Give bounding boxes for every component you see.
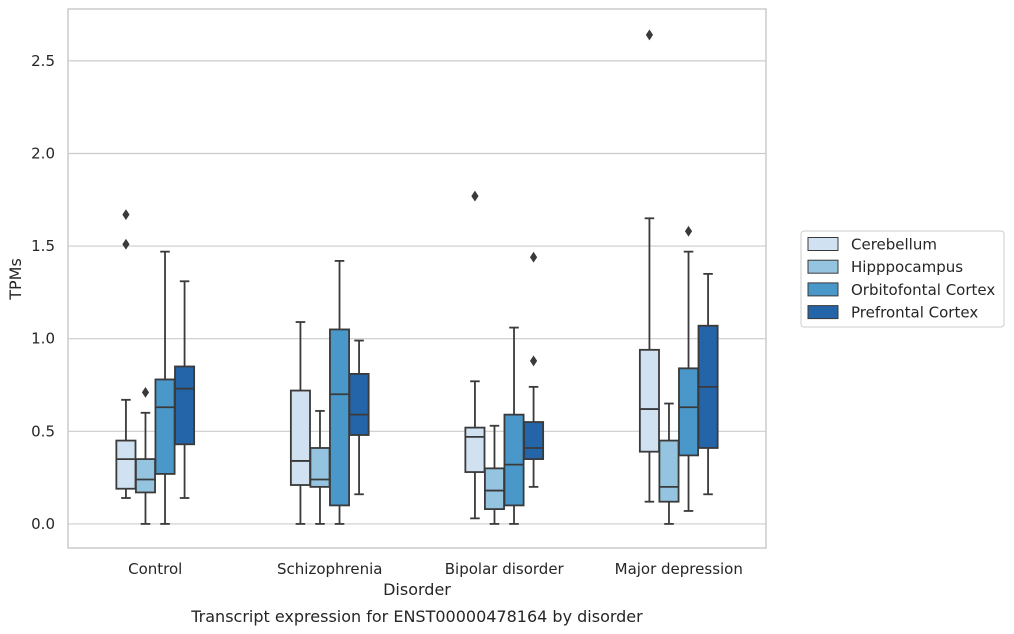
legend-swatch <box>807 305 839 320</box>
y-tick-labels: 0.0 0.5 1.0 1.5 2.0 2.5 <box>31 52 55 533</box>
legend-label: Cerebellum <box>851 236 937 254</box>
y-tick-label: 1.0 <box>31 330 55 348</box>
box-cerebellum-major-depression <box>638 29 660 503</box>
legend-swatch <box>807 282 839 297</box>
box-hipppocampus-control <box>135 387 156 525</box>
y-axis-label: TPMs <box>6 258 25 301</box>
outlier-point <box>122 209 130 220</box>
box-orbitofontal-cortex-major-depression <box>678 225 699 512</box>
box-iqr <box>348 372 370 436</box>
legend-swatch <box>807 237 839 251</box>
box-iqr <box>678 367 699 457</box>
box-iqr <box>154 378 176 475</box>
box-prefrontal-cortex-bipolar-disorder <box>523 251 545 488</box>
box-cerebellum-control <box>115 209 137 499</box>
legend-label: Orbitofontal Cortex <box>851 281 995 299</box>
y-tick-label: 0.0 <box>31 515 55 533</box>
box-cerebellum-schizophrenia <box>289 321 311 525</box>
box-iqr <box>658 439 680 503</box>
box-iqr <box>115 439 137 490</box>
box-iqr <box>523 421 545 460</box>
box-hipppocampus-major-depression <box>658 402 680 525</box>
y-tick-label: 1.5 <box>31 237 55 255</box>
box-orbitofontal-cortex-control <box>154 250 176 525</box>
outlier-point <box>529 355 538 367</box>
x-tick-labels: Control Schizophrenia Bipolar disorder Majo… <box>128 560 743 578</box>
box-iqr <box>329 328 350 507</box>
legend-swatch <box>807 259 839 274</box>
box-prefrontal-cortex-schizophrenia <box>348 339 370 496</box>
legend-label: Prefrontal Cortex <box>851 304 978 322</box>
y-tick-label: 2.5 <box>31 52 55 70</box>
box-orbitofontal-cortex-schizophrenia <box>329 260 350 525</box>
box-iqr <box>484 467 505 511</box>
legend-label: Hipppocampus <box>851 258 963 276</box>
y-tick-label: 0.5 <box>31 422 55 440</box>
outlier-point <box>122 238 130 250</box>
x-tick-label: Schizophrenia <box>277 560 382 578</box>
x-tick-label: Bipolar disorder <box>445 560 565 578</box>
x-tick-label: Major depression <box>615 560 743 578</box>
x-tick-label: Control <box>128 560 182 578</box>
outlier-point <box>471 190 479 202</box>
box-hipppocampus-schizophrenia <box>309 410 331 525</box>
y-tick-label: 2.0 <box>31 144 55 162</box>
figure-caption: Transcript expression for ENST0000047816… <box>190 607 643 626</box>
box-iqr <box>503 413 525 507</box>
box-iqr <box>135 458 156 494</box>
box-orbitofontal-cortex-bipolar-disorder <box>503 326 525 525</box>
legend-frame <box>800 230 1005 328</box>
boxes <box>115 29 719 525</box>
outlier-point <box>141 387 150 398</box>
box-hipppocampus-bipolar-disorder <box>484 424 505 525</box>
x-axis-label: Disorder <box>383 580 451 599</box>
box-iqr <box>174 365 196 446</box>
box-prefrontal-cortex-major-depression <box>697 272 719 496</box>
outlier-point <box>645 29 654 41</box>
box-prefrontal-cortex-control <box>174 280 196 499</box>
box-iqr <box>464 426 486 473</box>
plot-frame <box>67 8 767 549</box>
box-iqr <box>309 447 331 488</box>
box-cerebellum-bipolar-disorder <box>464 190 486 520</box>
box-iqr <box>638 348 660 453</box>
box-iqr <box>289 389 311 486</box>
outlier-point <box>684 225 693 237</box>
legend: Cerebellum Hipppocampus Orbitofontal Corte… <box>800 230 1005 328</box>
outlier-point <box>529 251 538 263</box>
